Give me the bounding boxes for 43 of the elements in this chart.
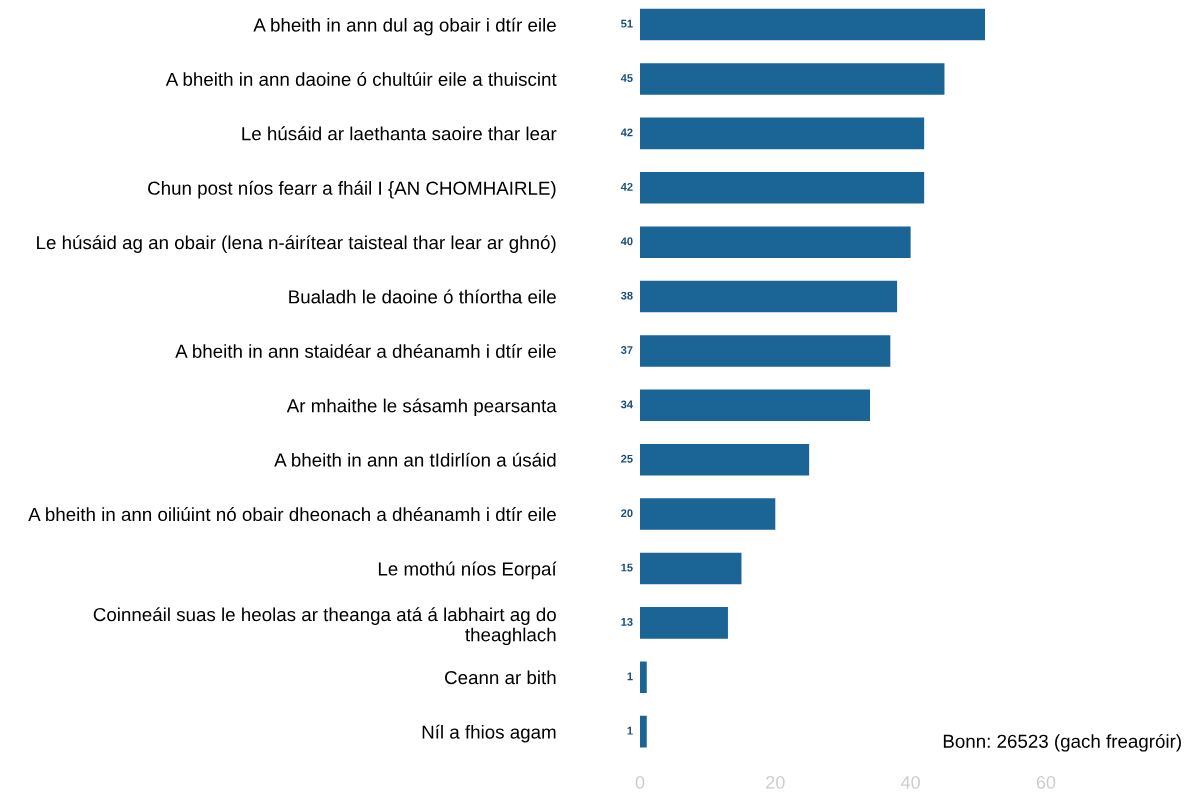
bar xyxy=(639,8,986,41)
bar xyxy=(639,443,810,476)
data-label: 42 xyxy=(620,128,633,137)
y-tick-label: A bheith in ann an tIdirlíon a úsáid xyxy=(274,452,556,467)
data-label: 20 xyxy=(621,509,633,518)
data-label: 38 xyxy=(620,291,633,300)
y-tick-label: Bualadh le daoine ó thíortha eile xyxy=(289,289,556,304)
annotation: Bonn: 26523 (gach freagróir) xyxy=(943,733,1181,752)
bar xyxy=(639,335,891,367)
bar xyxy=(639,280,898,313)
bar xyxy=(639,607,728,639)
bar xyxy=(639,661,647,694)
bar xyxy=(639,715,647,748)
y-tick-label: Coinneáil suas le heolas ar theanga atá á labhairt ag do theaghlach xyxy=(93,607,556,646)
bar xyxy=(639,117,925,150)
data-label: 25 xyxy=(621,454,633,463)
data-label: 42 xyxy=(620,182,633,191)
data-label: 15 xyxy=(621,563,633,572)
data-label: 1 xyxy=(627,672,633,681)
bar xyxy=(639,171,925,204)
data-label: 45 xyxy=(620,74,633,82)
bar xyxy=(639,498,776,530)
y-tick-label: A bheith in ann daoine ó chultúir eile a thuiscint xyxy=(165,71,557,86)
bar xyxy=(639,63,945,95)
bar xyxy=(639,389,871,422)
y-tick-label: A bheith in ann staidéar a dhéanamh i dtír eile xyxy=(175,343,556,358)
y-tick-label: A bheith in ann dul ag obair i dtír eile xyxy=(253,17,556,36)
y-tick-label: Le húsáid ar laethanta saoire thar lear xyxy=(242,126,557,141)
data-label: 40 xyxy=(620,237,633,246)
y-tick-label: Chun post níos fearr a fháil I {AN CHOMHAIRLE) xyxy=(148,180,556,199)
bar xyxy=(639,226,911,258)
y-tick-label: A bheith in ann oiliúint nó obair dheonach a dhéanamh i dtír eile xyxy=(28,507,556,522)
y-tick-label: Le mothú níos Eorpaí xyxy=(378,561,557,580)
data-label: 37 xyxy=(620,346,633,354)
y-tick-label: Ar mhaithe le sásamh pearsanta xyxy=(286,398,557,417)
y-tick-label: Ceann ar bith xyxy=(445,670,556,685)
data-label: 1 xyxy=(627,726,633,735)
data-label: 13 xyxy=(621,617,633,626)
y-tick-label: Le húsáid ag an obair (lena n-áirítear taisteal thar lear ar ghnó) xyxy=(37,235,556,253)
y-tick-label: Níl a fhios agam xyxy=(422,724,556,743)
data-label: 34 xyxy=(620,400,633,409)
data-label: 51 xyxy=(621,19,633,28)
bar xyxy=(639,552,742,585)
